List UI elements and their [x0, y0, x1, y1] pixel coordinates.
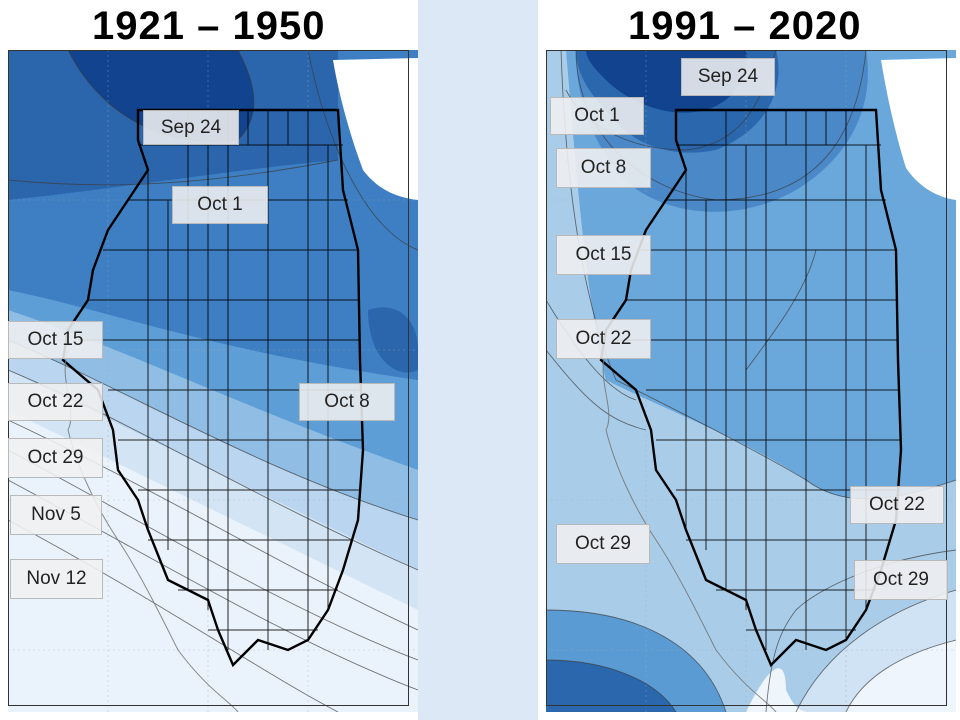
left-label-sep24: Sep 24	[143, 110, 239, 145]
right-label-oct1: Oct 1	[550, 97, 644, 135]
left-lake-michigan	[333, 58, 418, 200]
right-label-sep24: Sep 24	[681, 58, 775, 96]
left-label-oct8: Oct 8	[299, 383, 395, 421]
right-label-oct29-west: Oct 29	[556, 524, 650, 564]
right-label-oct15: Oct 15	[556, 235, 651, 275]
left-label-oct22: Oct 22	[8, 383, 103, 421]
right-band-sw2	[546, 660, 676, 712]
right-label-oct22-east: Oct 22	[850, 486, 944, 524]
right-label-oct8: Oct 8	[556, 148, 651, 188]
right-map-title: 1991 – 2020	[628, 4, 862, 48]
left-band-east	[368, 307, 418, 373]
right-lake-michigan	[881, 58, 956, 200]
left-label-oct29: Oct 29	[8, 438, 103, 478]
left-map	[8, 50, 418, 712]
left-label-oct1: Oct 1	[172, 186, 268, 224]
right-label-oct29-east: Oct 29	[854, 560, 948, 600]
left-label-nov12: Nov 12	[10, 559, 103, 599]
right-label-oct22-west: Oct 22	[556, 319, 651, 359]
left-label-nov5: Nov 5	[10, 495, 102, 535]
panel-divider	[418, 0, 538, 720]
left-map-title: 1921 – 1950	[92, 4, 326, 48]
right-band-se2	[846, 640, 956, 712]
left-label-oct15: Oct 15	[8, 321, 103, 359]
